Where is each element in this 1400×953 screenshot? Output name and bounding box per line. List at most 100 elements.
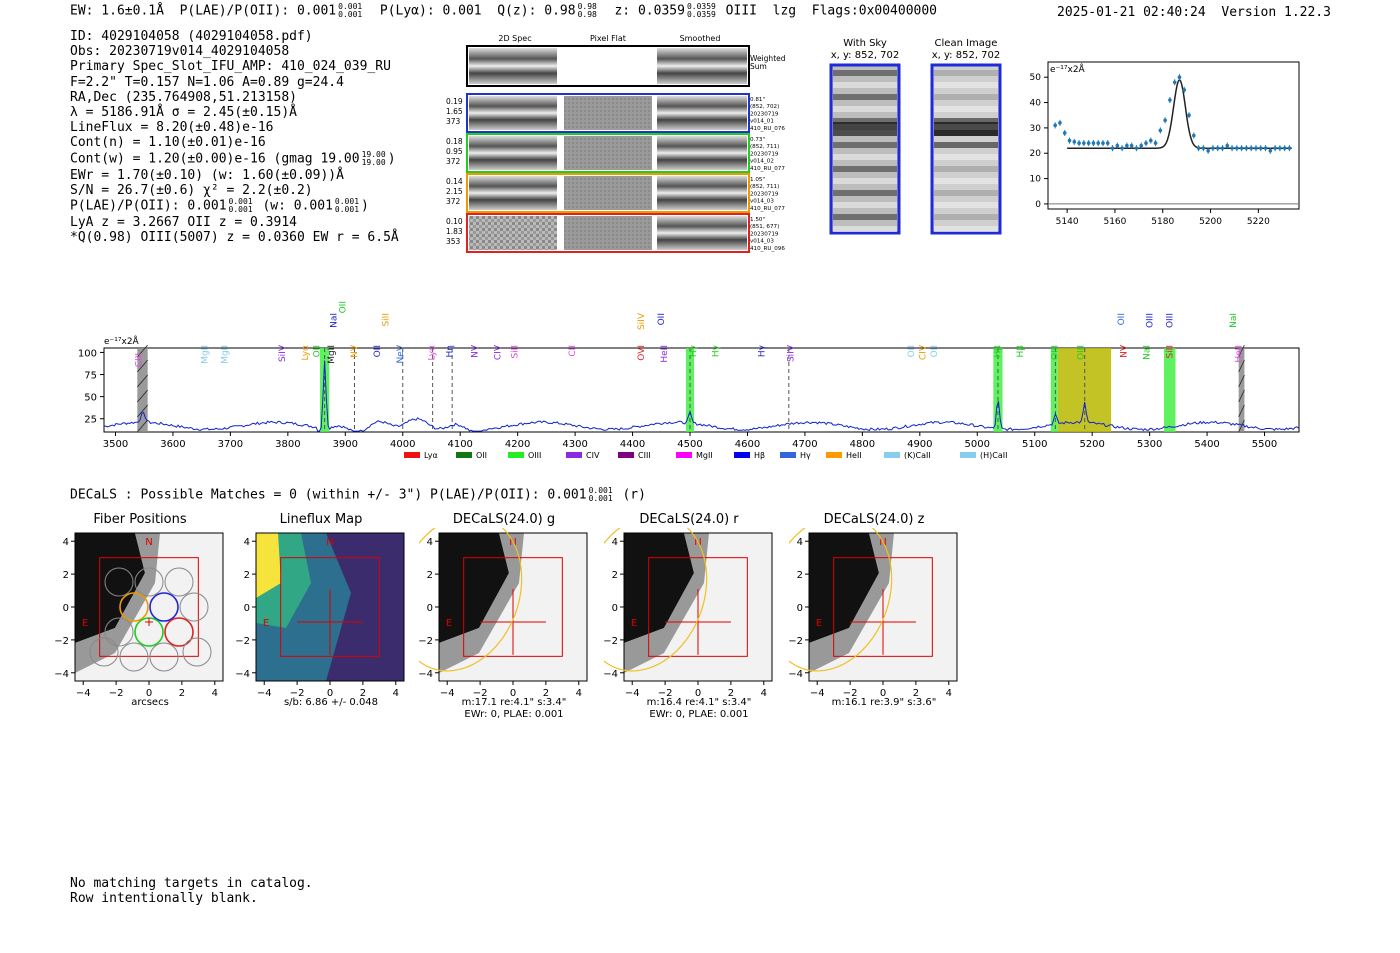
legend-label: MgII xyxy=(696,451,713,460)
spec-y-tick-label: 25 xyxy=(84,415,97,426)
panel-x-tick-label: −4 xyxy=(257,688,272,699)
fit-point xyxy=(1077,141,1081,145)
legend-label: (K)CaII xyxy=(904,451,931,460)
spectrum-line-label: OII xyxy=(657,313,667,325)
panel-x-tick-label: −2 xyxy=(843,688,858,699)
clean-stripe xyxy=(934,178,998,184)
info-plae-hi: 0.001 xyxy=(228,197,253,207)
fit-y-tick-label: 10 xyxy=(1030,175,1042,185)
panel-y-tick-label: −2 xyxy=(236,636,250,647)
legend-swatch xyxy=(618,452,634,458)
spectrum-line-label: Hβ xyxy=(993,345,1003,358)
cutout-left-value: 353 xyxy=(446,237,461,246)
decals-lo: 0.001 xyxy=(588,494,613,503)
fit-point xyxy=(1235,146,1239,150)
legend-swatch xyxy=(780,452,796,458)
info-plae-row: P(LAE)/P(OII): 0.001 0.001 0.001 (w: 0.001… xyxy=(70,197,369,215)
sky-stripe xyxy=(833,202,897,208)
fit-point xyxy=(1282,146,1287,150)
cutout-left-value: 2.15 xyxy=(446,187,463,196)
sky-panel: Lineflux Map xyxy=(236,512,416,527)
spec-x-tick-label: 4100 xyxy=(447,439,472,450)
cutout-left-value: 0.18 xyxy=(446,137,463,146)
footer-line2: Row intentionally blank. xyxy=(70,891,258,906)
legend-label: HeII xyxy=(846,451,862,460)
cutout-right-value: 1.50" xyxy=(750,217,765,223)
spectrum-line-label: HeII xyxy=(660,345,670,363)
fiber-circle xyxy=(104,567,134,597)
info-plae-lo: 0.001 xyxy=(228,205,253,215)
info-lya: LyA z = 3.2667 OII z = 0.3914 xyxy=(70,215,297,231)
aperture-box xyxy=(99,557,199,657)
panel-title: DECaLS(24.0) g xyxy=(452,512,556,527)
fit-point xyxy=(1196,146,1201,150)
fiber-circle xyxy=(104,617,134,647)
panel-caption-2: EWr: 0, PLAE: 0.001 xyxy=(649,709,749,720)
fit-point xyxy=(1067,138,1072,143)
band-hatch xyxy=(1238,404,1245,418)
clean-stripe xyxy=(934,118,998,124)
spec-x-tick-label: 5300 xyxy=(1137,439,1162,450)
spectrum-line-label: OII xyxy=(373,345,383,357)
info-plae-w-hi: 0.001 xyxy=(334,197,360,207)
cutout-2dspec xyxy=(469,136,557,170)
fit-point xyxy=(1125,143,1129,148)
band-hatch xyxy=(137,404,148,418)
galaxy-core xyxy=(439,533,509,643)
legend-swatch xyxy=(456,452,472,458)
spec-y-tick-label: 100 xyxy=(78,348,97,359)
fit-point xyxy=(1086,141,1091,145)
fit-point xyxy=(1110,146,1115,150)
spectrum-line-label: CIII xyxy=(134,353,144,367)
fiber-circle xyxy=(149,642,179,672)
fit-point xyxy=(1206,148,1210,153)
cutout-right-value: (852, 711) xyxy=(750,184,779,190)
panel-y-tick-label: 2 xyxy=(244,570,250,581)
panel-x-tick-label: 0 xyxy=(510,688,516,699)
panel-x-tick-label: 2 xyxy=(913,688,919,699)
spectrum-line-label: OII xyxy=(1117,313,1127,325)
clean-stripe xyxy=(934,154,998,160)
header-z: z: 0.0359 xyxy=(614,3,685,19)
fit-point xyxy=(1215,146,1220,150)
info-block: ID: 4029104058 (4029104058.pdf) Obs: 202… xyxy=(70,29,399,245)
header-plae-lo: 0.001 xyxy=(338,10,363,19)
spectrum-line-label: HeII xyxy=(1235,345,1245,363)
lineflux-peak xyxy=(256,533,281,598)
header-flags: Flags:0x00400000 xyxy=(811,3,938,19)
full-spectrum-plot: 3500 3600 3700 3800 3900 4000 4100 4200 4300 4400… xyxy=(78,301,1300,460)
fit-x-tick-label: 5140 xyxy=(1056,217,1079,227)
cutout-left-value: 1.83 xyxy=(446,227,463,236)
spec-x-tick-label: 3500 xyxy=(103,439,128,450)
spectrum-line-label: NV xyxy=(350,344,360,358)
spectrum-line-label: CII xyxy=(568,345,578,357)
fit-plot-frame xyxy=(1047,61,1300,210)
legend-swatch xyxy=(734,452,750,458)
info-sn: S/N = 26.7(±0.6) χ² = 2.2(±0.2) xyxy=(70,182,313,198)
cutout-left-value: 372 xyxy=(446,157,461,166)
with-sky-title: With Sky x, y: 852, 702 xyxy=(820,38,910,62)
spectrum-line-label: NeV xyxy=(396,344,406,363)
cutout-smoothed xyxy=(657,96,747,130)
col-title-smoothed: Smoothed xyxy=(680,34,721,43)
panel-x-tick-label: 0 xyxy=(695,688,701,699)
info-obs: Obs: 20230719v014_4029104058 xyxy=(70,44,290,60)
spec-x-tick-label: 3700 xyxy=(218,439,243,450)
galaxy-halo xyxy=(624,533,709,673)
spec-x-tick-label: 5200 xyxy=(1079,439,1104,450)
panel-x-tick-label: 2 xyxy=(728,688,734,699)
panel-y-tick-label: 2 xyxy=(797,570,803,581)
east-label: E xyxy=(816,618,822,629)
cutout-right-value: 410_RU_076 xyxy=(750,126,785,132)
panel-y-tick-label: 2 xyxy=(427,570,433,581)
spectrum-line-label: Hγ xyxy=(758,344,768,357)
spectrum-line-label: OII xyxy=(930,345,940,357)
header-line: OIII xyxy=(725,3,757,19)
fit-point xyxy=(1182,88,1187,92)
cutout-2dspec xyxy=(469,176,557,210)
fit-y-tick-label: 30 xyxy=(1030,124,1042,134)
panel-x-tick-label: 0 xyxy=(327,688,333,699)
